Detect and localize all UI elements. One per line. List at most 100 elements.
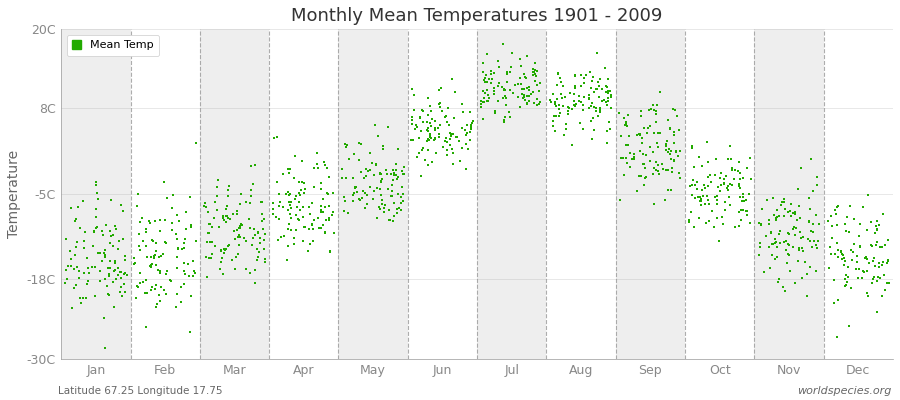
Point [809,268,824,274]
Point [787,224,801,230]
Point [114,284,129,290]
Point [634,140,649,146]
Point [768,236,782,242]
Point [144,287,158,294]
Point [759,233,773,239]
Point [169,236,184,242]
Point [871,274,886,280]
Point [348,184,363,190]
Point [63,262,77,269]
Point [64,256,78,262]
Point [622,150,636,157]
Bar [408,29,477,358]
Point [88,224,103,231]
Point [98,254,112,260]
Point [498,87,512,93]
Point [454,101,469,107]
Point [244,193,258,199]
Point [514,81,528,88]
Point [827,276,842,283]
Point [101,291,115,297]
Point [412,135,427,141]
Point [666,106,680,112]
Point [274,234,288,240]
Point [249,246,264,252]
Point [64,205,78,211]
Point [216,217,230,223]
Point [727,176,742,182]
Point [69,244,84,250]
Point [431,101,446,108]
Point [598,89,613,96]
Point [830,204,844,210]
Point [869,278,884,285]
Point [252,249,266,255]
Point [719,173,733,179]
Point [720,185,734,192]
Point [576,102,590,108]
Point [294,158,309,164]
Point [292,206,307,213]
Point [731,168,745,174]
Point [777,199,791,205]
Point [189,238,203,244]
Point [248,279,262,286]
Point [602,119,616,125]
Bar [338,29,408,358]
Point [327,230,341,236]
Point [458,126,473,133]
Point [851,232,866,239]
Point [338,198,352,204]
Bar [546,29,616,358]
Point [860,290,874,296]
Point [554,95,569,102]
Point [281,226,295,232]
Point [714,170,728,176]
Point [341,210,356,216]
Point [664,187,679,193]
Point [698,220,713,226]
Point [549,103,563,109]
Point [477,77,491,83]
Point [732,159,746,165]
Point [170,264,184,271]
Point [498,114,512,120]
Point [439,118,454,125]
Point [865,258,879,264]
Point [103,264,117,271]
Point [314,202,328,209]
Point [461,146,475,152]
Point [143,263,157,270]
Point [243,270,257,276]
Point [587,104,601,110]
Point [68,252,82,258]
Point [346,190,361,196]
Point [320,190,335,196]
Point [825,223,840,229]
Point [770,279,785,286]
Point [230,234,245,240]
Point [374,176,389,182]
Point [732,222,746,229]
Point [717,180,732,187]
Point [804,228,818,234]
Point [692,154,706,160]
Point [592,82,607,89]
Point [108,260,122,266]
Point [220,186,235,193]
Point [160,194,175,201]
Point [86,229,101,235]
Point [148,282,163,289]
Point [248,162,262,168]
Point [632,131,646,137]
Point [320,190,335,197]
Point [581,105,596,111]
Point [464,124,478,130]
Point [669,107,683,114]
Point [723,181,737,188]
Point [426,116,440,122]
Point [704,179,718,186]
Point [297,186,311,192]
Point [598,65,612,71]
Point [874,244,888,250]
